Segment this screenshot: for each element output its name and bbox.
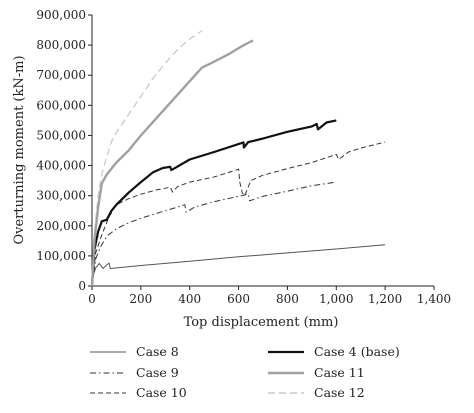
series-line-case-11	[90, 39, 254, 287]
legend: Case 8 Case 4 (base) Case 9 Case 11 Case 10 C…	[90, 344, 400, 400]
x-axis-ticks: 0 200 400 600 800 1,000 1,200 1,400	[88, 286, 451, 306]
y-axis-ticks: 0 100,000 200,000 300,000 400,000 500,000 600,…	[36, 8, 92, 293]
legend-label: Case 10	[136, 385, 187, 400]
series-line-case-4-base	[90, 119, 337, 287]
y-tick-label: 900,000	[36, 8, 86, 22]
y-tick-label: 400,000	[36, 159, 86, 173]
x-tick-label: 800	[276, 292, 299, 306]
y-tick-label: 700,000	[36, 68, 86, 82]
y-tick-label: 100,000	[36, 249, 86, 263]
y-tick-label: 500,000	[36, 128, 86, 142]
x-tick-label: 200	[129, 292, 152, 306]
legend-label: Case 12	[314, 385, 365, 400]
legend-label: Case 4 (base)	[314, 344, 400, 359]
x-tick-label: 0	[88, 292, 96, 306]
y-tick-label: 300,000	[36, 189, 86, 203]
y-tick-label: 0	[78, 279, 86, 293]
plot-area	[91, 15, 434, 287]
legend-label: Case 11	[314, 365, 365, 380]
series-line-case-9	[91, 181, 337, 287]
series-line-case-10	[91, 141, 386, 287]
y-axis-label: Overturning moment (kN-m)	[12, 55, 27, 244]
x-tick-label: 1,000	[319, 292, 353, 306]
series-line-case-12	[91, 30, 203, 287]
x-tick-label: 600	[227, 292, 250, 306]
x-axis-label: Top displacement (mm)	[184, 315, 339, 330]
legend-label: Case 9	[136, 365, 179, 380]
series-line-case-8	[91, 244, 386, 287]
y-tick-label: 200,000	[36, 219, 86, 233]
x-tick-label: 400	[178, 292, 201, 306]
y-tick-label: 800,000	[36, 38, 86, 52]
y-tick-label: 600,000	[36, 98, 86, 112]
legend-label: Case 8	[136, 344, 179, 359]
x-tick-label: 1,400	[417, 292, 451, 306]
series-lines	[90, 30, 386, 287]
x-tick-label: 1,200	[368, 292, 402, 306]
